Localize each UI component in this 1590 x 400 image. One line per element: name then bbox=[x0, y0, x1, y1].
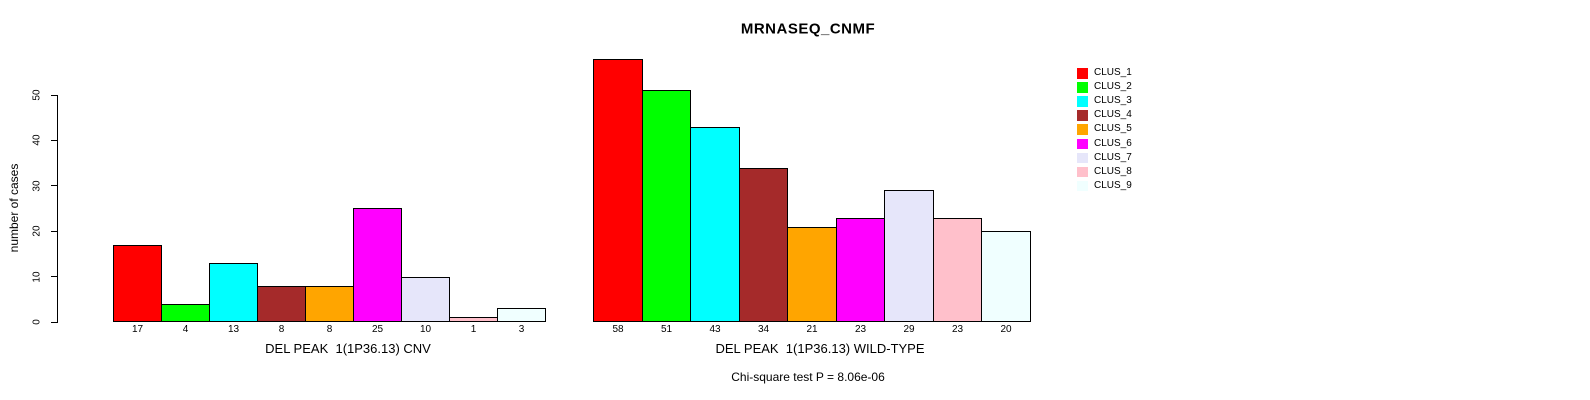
bar-value-label: 51 bbox=[660, 324, 673, 335]
y-tick bbox=[51, 276, 58, 278]
chi-square-note: Chi-square test P = 8.06e-06 bbox=[731, 370, 885, 384]
bar-clus_4 bbox=[257, 286, 306, 322]
legend-label: CLUS_3 bbox=[1094, 95, 1132, 107]
bar-clus_2 bbox=[161, 304, 210, 322]
bar-clus_1 bbox=[593, 59, 643, 322]
legend-swatch-clus_7 bbox=[1077, 152, 1088, 164]
y-tick-label: 0 bbox=[31, 319, 43, 325]
bar-value-label: 8 bbox=[326, 324, 333, 335]
legend-label: CLUS_6 bbox=[1094, 137, 1132, 149]
legend-swatch-clus_5 bbox=[1077, 124, 1088, 135]
legend-label: CLUS_7 bbox=[1094, 151, 1132, 163]
bar-clus_6 bbox=[836, 218, 885, 322]
bar-clus_1 bbox=[113, 245, 162, 322]
bar-value-label: 17 bbox=[131, 324, 144, 335]
y-tick bbox=[51, 139, 58, 141]
y-axis-line bbox=[57, 95, 58, 322]
legend-label: CLUS_1 bbox=[1094, 67, 1132, 78]
legend-swatch-clus_9 bbox=[1077, 180, 1088, 192]
legend-label: CLUS_4 bbox=[1094, 109, 1132, 121]
legend-swatch-clus_4 bbox=[1077, 110, 1088, 121]
chart-title: MRNASEQ_CNMF bbox=[740, 20, 876, 38]
y-tick bbox=[51, 185, 58, 187]
bar-clus_8 bbox=[449, 317, 498, 322]
bar-value-label: 58 bbox=[612, 324, 624, 335]
legend-swatch-clus_6 bbox=[1077, 138, 1088, 149]
legend-swatch-clus_1 bbox=[1077, 68, 1088, 79]
y-tick bbox=[51, 94, 58, 96]
bar-clus_9 bbox=[497, 308, 546, 322]
bar-value-label: 23 bbox=[951, 324, 964, 335]
bar-clus_3 bbox=[209, 263, 258, 322]
bar-value-label: 3 bbox=[518, 324, 525, 335]
bar-clus_7 bbox=[884, 190, 934, 322]
bar-clus_4 bbox=[739, 168, 788, 322]
bar-clus_3 bbox=[690, 127, 740, 322]
bar-value-label: 4 bbox=[182, 324, 189, 335]
bar-clus_5 bbox=[787, 227, 837, 322]
y-tick-label: 30 bbox=[31, 180, 43, 192]
bar-value-label: 43 bbox=[709, 324, 721, 335]
bar-value-label: 34 bbox=[757, 324, 770, 335]
x-axis-label-cnv: DEL PEAK 1(1P36.13) CNV bbox=[265, 341, 431, 356]
bar-value-label: 13 bbox=[227, 324, 240, 335]
y-tick-label: 50 bbox=[31, 89, 43, 101]
y-tick-label: 20 bbox=[31, 225, 43, 237]
legend-label: CLUS_5 bbox=[1094, 123, 1132, 135]
legend-label: CLUS_9 bbox=[1094, 179, 1132, 191]
y-tick-label: 40 bbox=[31, 134, 43, 146]
bar-value-label: 1 bbox=[470, 324, 477, 335]
legend-swatch-clus_3 bbox=[1077, 96, 1088, 107]
y-tick bbox=[51, 230, 58, 232]
bar-value-label: 10 bbox=[419, 324, 432, 335]
legend-swatch-clus_8 bbox=[1077, 166, 1088, 178]
bar-value-label: 20 bbox=[1000, 324, 1012, 335]
y-tick bbox=[51, 321, 58, 323]
bar-clus_9 bbox=[981, 231, 1031, 322]
bar-value-label: 23 bbox=[854, 324, 867, 335]
x-axis-label-wild-type: DEL PEAK 1(1P36.13) WILD-TYPE bbox=[715, 341, 925, 356]
bar-value-label: 25 bbox=[371, 324, 384, 335]
y-axis-title: number of cases bbox=[7, 163, 21, 253]
bar-clus_5 bbox=[305, 286, 354, 322]
bar-value-label: 8 bbox=[278, 324, 285, 335]
bar-clus_8 bbox=[933, 218, 982, 322]
legend-swatch-clus_2 bbox=[1077, 82, 1088, 93]
bar-clus_6 bbox=[353, 208, 402, 322]
bar-value-label: 21 bbox=[806, 324, 818, 335]
legend-label: CLUS_2 bbox=[1094, 81, 1132, 93]
bar-clus_2 bbox=[642, 90, 691, 322]
bar-clus_7 bbox=[401, 277, 450, 322]
bar-value-label: 29 bbox=[903, 324, 915, 335]
y-tick-label: 10 bbox=[31, 271, 43, 283]
legend-label: CLUS_8 bbox=[1094, 165, 1132, 177]
